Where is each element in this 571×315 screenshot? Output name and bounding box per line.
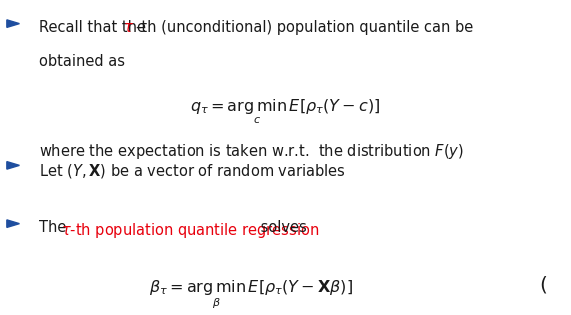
- Text: where the expectation is taken w.r.t.  the distribution $F(y)$: where the expectation is taken w.r.t. th…: [39, 142, 464, 161]
- Polygon shape: [7, 162, 19, 169]
- Text: (: (: [540, 276, 548, 295]
- Text: $\tau$: $\tau$: [123, 20, 134, 36]
- Text: solves: solves: [256, 220, 307, 236]
- Polygon shape: [7, 20, 19, 27]
- Text: $\beta_{\tau} = \underset{\beta}{\arg\min}\, E[\rho_{\tau}(Y - \mathbf{X}\beta)]: $\beta_{\tau} = \underset{\beta}{\arg\mi…: [149, 279, 353, 311]
- Text: obtained as: obtained as: [39, 54, 125, 70]
- Text: $\tau$-th population quantile regression: $\tau$-th population quantile regression: [61, 220, 319, 239]
- Text: -th (unconditional) population quantile can be: -th (unconditional) population quantile …: [136, 20, 473, 36]
- Text: Recall that the: Recall that the: [39, 20, 150, 36]
- Text: The: The: [39, 220, 71, 236]
- Text: $q_{\tau} = \underset{c}{\arg\min}\, E[\rho_{\tau}(Y - c)]$: $q_{\tau} = \underset{c}{\arg\min}\, E[\…: [190, 98, 381, 126]
- Text: Let $(Y, \mathbf{X})$ be a vector of random variables: Let $(Y, \mathbf{X})$ be a vector of ran…: [39, 162, 346, 180]
- Polygon shape: [7, 220, 19, 227]
